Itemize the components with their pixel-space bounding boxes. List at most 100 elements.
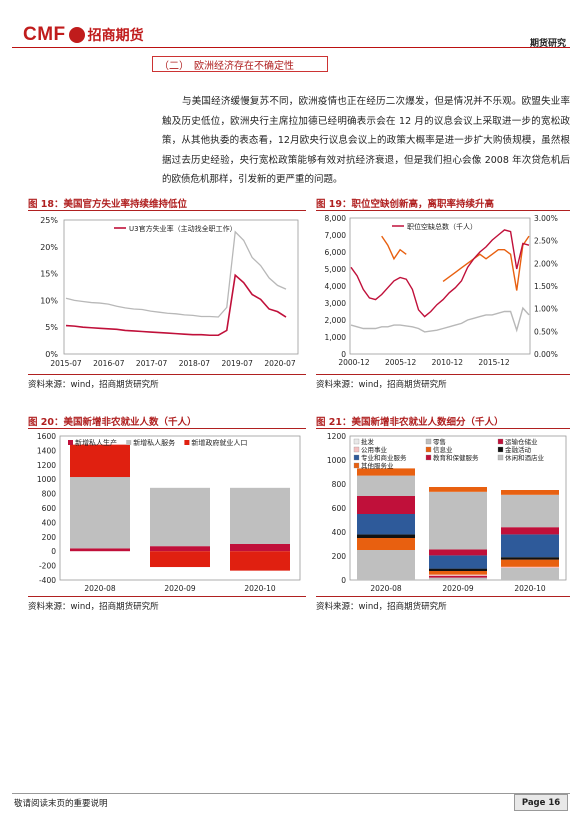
fig21-legend-label: 批发 bbox=[361, 437, 375, 446]
fig19-ytick-left-label: 5,000 bbox=[325, 265, 347, 274]
fig19-ytick-left-label: 6,000 bbox=[325, 248, 347, 257]
fig21-ytick-label: 0 bbox=[341, 576, 346, 585]
fig21-legend-swatch bbox=[497, 438, 504, 445]
fig21-legend-label: 运输仓储业 bbox=[505, 437, 538, 446]
section-title: （二） 欧洲经济存在不确定性 bbox=[152, 56, 328, 72]
fig21-legend-swatch bbox=[353, 446, 360, 453]
fig19-rule bbox=[316, 210, 570, 211]
fig21-legend-swatch bbox=[497, 446, 504, 453]
logo-emblem-icon bbox=[68, 27, 85, 43]
fig18-series-line bbox=[65, 273, 287, 337]
fig18-xtick-label: 2017-07 bbox=[136, 359, 168, 368]
fig21-bar-segment bbox=[357, 550, 415, 580]
fig19-plot-frame bbox=[349, 217, 531, 355]
fig21-rule bbox=[316, 428, 570, 429]
fig21-source: 资料来源：wind，招商期货研究所 bbox=[316, 602, 447, 612]
fig19-series-line bbox=[381, 235, 407, 261]
fig21-bar-segment bbox=[429, 571, 487, 575]
fig20-bar-segment bbox=[70, 477, 130, 549]
fig18-chart: 0% 5% 10% 15% 20% 25% 2015-07 2016-07 2017-07 201… bbox=[40, 216, 299, 368]
body-paragraph: 与美国经济缓慢复苏不同，欧洲疫情也正在经历二次爆发，但是情况并不乐观。欧盟失业率… bbox=[162, 96, 570, 186]
fig18-ytick-label: 0% bbox=[45, 350, 58, 359]
fig18-rule bbox=[28, 210, 306, 211]
fig21-bar-segment bbox=[429, 555, 487, 569]
fig19-ytick-right-label: 1.00% bbox=[534, 305, 558, 314]
fig20-legend-swatch bbox=[184, 440, 190, 445]
fig21-bar-segment bbox=[501, 566, 559, 568]
fig20-bar-segment bbox=[230, 551, 290, 571]
fig21-legend-swatch bbox=[425, 446, 432, 453]
fig21-bar-segment bbox=[429, 574, 487, 576]
fig21-bar-segment bbox=[357, 475, 415, 496]
fig19-chart: 0 1,000 2,000 3,000 4,000 5,000 6,000 7,000 8,00… bbox=[325, 214, 558, 367]
fig18-plot-frame bbox=[63, 219, 299, 355]
fig21-legend-label: 公用事业 bbox=[361, 445, 388, 454]
fig19-ytick-right-label: 1.50% bbox=[534, 282, 558, 291]
fig18-xtick-label: 2018-07 bbox=[179, 359, 211, 368]
fig21-legend-label: 零售 bbox=[433, 437, 446, 446]
fig19-ytick-left-label: 2,000 bbox=[325, 316, 347, 325]
fig19-series-line bbox=[350, 306, 530, 333]
fig20-legend-label: 新增政府就业人口 bbox=[191, 438, 247, 447]
fig18-legend-label: U3官方失业率（主动找全职工作） bbox=[129, 224, 237, 233]
fig20-legend-label: 新增私人生产 bbox=[75, 438, 117, 447]
fig20-ytick-label: 600 bbox=[42, 504, 57, 513]
header-section-label: 期货研究 bbox=[529, 39, 566, 49]
fig21-bar-segment bbox=[357, 538, 415, 550]
fig21-bar-segment bbox=[501, 490, 559, 495]
fig19-xtick-label: 2010-12 bbox=[432, 358, 464, 367]
fig19-ytick-right-label: 2.00% bbox=[534, 259, 558, 268]
fig18-ytick-label: 25% bbox=[40, 216, 58, 225]
fig20-xtick-label: 2020-10 bbox=[244, 584, 276, 593]
fig20-legend-swatch bbox=[68, 440, 73, 445]
fig21-ytick-label: 800 bbox=[332, 480, 347, 489]
fig19-bottom-rule bbox=[316, 374, 570, 375]
fig20-rule bbox=[28, 428, 306, 429]
fig20-bottom-rule bbox=[28, 596, 306, 597]
fig21-xtick-label: 2020-10 bbox=[514, 584, 546, 593]
fig19-legend-label: 职位空缺总数（千人） bbox=[407, 222, 477, 231]
fig21-ytick-label: 400 bbox=[332, 528, 347, 537]
fig19-series-line bbox=[350, 229, 530, 318]
fig21-bottom-rule bbox=[316, 596, 570, 597]
page-number: Page 16 bbox=[514, 794, 568, 811]
fig18-xtick-label: 2015-07 bbox=[50, 359, 82, 368]
fig20-plot-frame bbox=[59, 435, 301, 581]
fig19-xtick-label: 2000-12 bbox=[338, 358, 370, 367]
fig20-bar-segment bbox=[230, 544, 290, 552]
fig20-title: 图 20：美国新增非农就业人数（千人） bbox=[28, 417, 197, 428]
fig21-bar-segment bbox=[357, 468, 415, 476]
fig20-source: 资料来源：wind，招商期货研究所 bbox=[28, 602, 159, 612]
fig21-bar-segment bbox=[357, 514, 415, 535]
footer-divider bbox=[12, 793, 570, 794]
fig20-ytick-label: 0 bbox=[51, 547, 56, 556]
fig20-bar-segment bbox=[150, 487, 210, 547]
fig19-xtick-label: 2015-12 bbox=[478, 358, 510, 367]
fig21-bar-segment bbox=[429, 487, 487, 492]
fig18-ytick-label: 5% bbox=[45, 323, 58, 332]
fig19-ytick-left-label: 8,000 bbox=[325, 214, 347, 223]
fig21-xtick-label: 2020-09 bbox=[442, 584, 474, 593]
fig20-ytick-label: 400 bbox=[42, 518, 57, 527]
fig18-ytick-label: 10% bbox=[40, 296, 58, 305]
fig20-ytick-label: 800 bbox=[42, 490, 57, 499]
fig20-bar-segment bbox=[230, 487, 290, 544]
fig21-ytick-label: 200 bbox=[332, 552, 347, 561]
fig20-bar-segment bbox=[70, 548, 130, 552]
fig20-legend-label: 新增私人服务 bbox=[133, 438, 175, 447]
fig21-bar-segment bbox=[357, 534, 415, 538]
fig18-xtick-label: 2019-07 bbox=[222, 359, 254, 368]
fig21-bar-segment bbox=[429, 577, 487, 580]
fig20-ytick-label: -400 bbox=[39, 576, 56, 585]
fig19-source: 资料来源：wind，招商期货研究所 bbox=[316, 380, 447, 390]
fig20-xtick-label: 2020-08 bbox=[84, 584, 116, 593]
header-divider bbox=[12, 47, 570, 48]
fig20-bar-segment bbox=[70, 444, 130, 478]
fig18-ytick-label: 15% bbox=[40, 270, 58, 279]
fig18-series-line bbox=[65, 230, 287, 318]
fig20-bar-segment bbox=[150, 551, 210, 568]
fig21-bar-segment bbox=[501, 559, 559, 567]
fig19-ytick-left-label: 0 bbox=[341, 350, 346, 359]
fig21-legend-swatch bbox=[353, 438, 360, 445]
fig21-bar-segment bbox=[357, 496, 415, 514]
